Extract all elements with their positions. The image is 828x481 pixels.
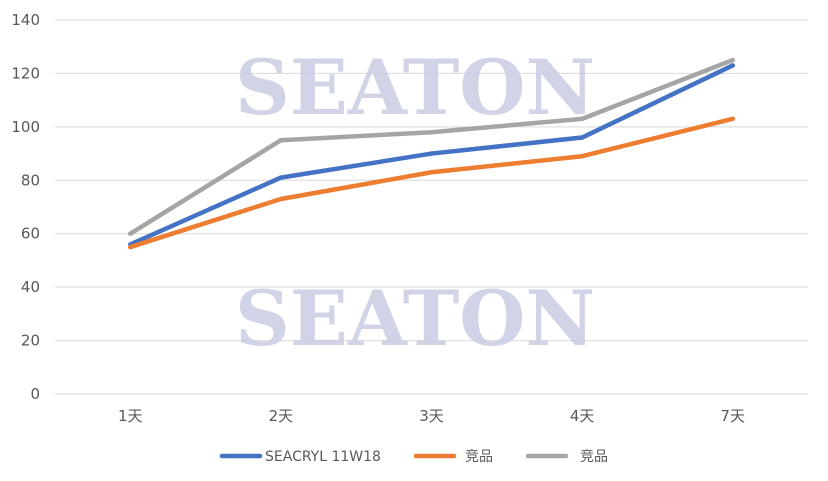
- y-axis-ticks: 0 20 40 60 80 100 120 140: [11, 11, 40, 403]
- y-tick-label: 100: [11, 118, 40, 136]
- data-point: [579, 135, 585, 140]
- data-point: [429, 170, 434, 175]
- watermark-bottom: SEATON: [235, 274, 595, 363]
- y-tick-label: 40: [21, 278, 40, 296]
- data-point: [278, 196, 284, 202]
- y-tick-label: 80: [21, 171, 40, 189]
- y-tick-label: 140: [11, 11, 40, 29]
- data-point: [730, 57, 735, 63]
- data-point: [579, 154, 585, 159]
- legend-label: 竞品: [465, 448, 493, 465]
- data-point: [278, 138, 284, 143]
- data-point: [429, 130, 434, 135]
- series-line-2: [128, 116, 735, 250]
- y-tick-label: 0: [30, 385, 40, 403]
- data-point: [730, 116, 735, 122]
- series-lines: [128, 57, 735, 250]
- watermarks: SEATON SEATON: [235, 43, 595, 363]
- data-point: [730, 63, 735, 68]
- x-tick-label: 3天: [419, 407, 444, 425]
- data-point: [579, 116, 585, 122]
- x-tick-label: 4天: [570, 407, 595, 425]
- y-tick-label: 60: [21, 225, 40, 243]
- data-point: [128, 244, 133, 250]
- gridlines: [55, 19, 808, 395]
- legend-label: SEACRYL 11W18: [265, 449, 381, 465]
- data-point: [128, 231, 133, 236]
- y-tick-label: 20: [21, 332, 40, 350]
- data-point: [429, 151, 434, 156]
- data-point: [278, 175, 284, 180]
- x-tick-label: 1天: [118, 407, 143, 425]
- legend-label: 竞品: [580, 448, 608, 465]
- x-tick-label: 2天: [269, 407, 294, 425]
- watermark-top: SEATON: [235, 43, 595, 132]
- x-axis-ticks: 1天 2天 3天 4天 7天: [118, 407, 745, 425]
- x-tick-label: 7天: [720, 407, 745, 425]
- legend: SEACRYL 11W18 竞品 竞品: [219, 448, 608, 465]
- y-tick-label: 120: [11, 64, 40, 82]
